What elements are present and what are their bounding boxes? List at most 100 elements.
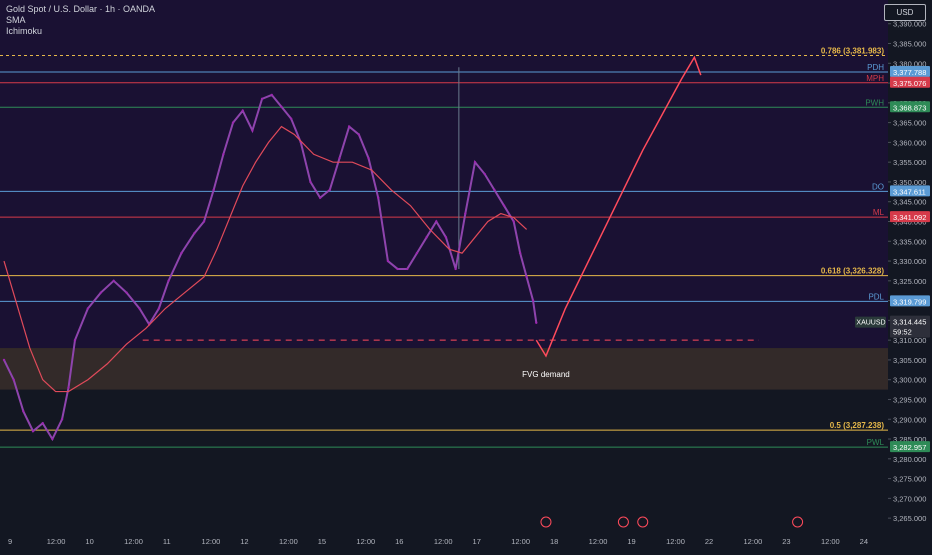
x-tick-label-16: 19	[627, 537, 635, 546]
price-point-43	[435, 220, 438, 223]
symbol-tag	[855, 316, 886, 328]
projection-path	[535, 55, 702, 358]
x-tick-label-1: 12:00	[47, 537, 66, 546]
current-price-countdown: 59:52	[893, 328, 912, 337]
y-tick-label-22: 3,280.000	[893, 455, 926, 464]
price-point-40	[406, 267, 409, 271]
x-tick-label-20: 23	[782, 537, 790, 546]
price-point-11	[112, 279, 115, 283]
price-point-41	[415, 251, 419, 255]
price-point-1	[12, 378, 15, 381]
price-line	[3, 93, 538, 442]
level-label-2: MPH	[866, 74, 884, 83]
price-point-10	[99, 291, 102, 294]
price-point-7	[67, 386, 70, 389]
price-point-36	[367, 157, 370, 160]
price-point-33	[338, 157, 341, 160]
price-point-55	[535, 321, 538, 324]
fvg-demand-label: FVG demand	[522, 370, 570, 379]
price-point-26	[270, 93, 273, 97]
level-badge-4	[890, 185, 930, 197]
y-tick-label-7: 3,355.000	[893, 158, 926, 167]
y-tick-label-18: 3,300.000	[893, 376, 926, 385]
indicator-ichimoku-label[interactable]: Ichimoku	[6, 26, 43, 36]
price-axis-background	[888, 0, 932, 550]
price-point-8	[73, 338, 77, 342]
price-point-31	[318, 196, 322, 199]
y-tick-label-24: 3,270.000	[893, 494, 926, 503]
price-point-54	[531, 299, 535, 302]
symbol-title[interactable]: Gold Spot / U.S. Dollar · 1h · OANDA	[6, 4, 156, 14]
event-icon-1	[617, 516, 629, 528]
x-tick-label-14: 18	[550, 537, 558, 546]
price-point-19	[202, 220, 206, 223]
price-point-47	[473, 160, 477, 164]
x-tick-label-4: 11	[163, 537, 171, 546]
level-label-5: ML	[873, 208, 885, 217]
y-tick-label-12: 3,330.000	[893, 257, 926, 266]
x-tick-label-13: 12:00	[511, 537, 530, 546]
x-tick-label-21: 12:00	[821, 537, 840, 546]
price-point-12	[125, 291, 128, 294]
y-tick-label-25: 3,265.000	[893, 514, 926, 523]
x-tick-label-3: 12:00	[124, 537, 143, 546]
y-tick-label-8: 3,350.000	[893, 178, 926, 187]
x-tick-label-5: 12:00	[202, 537, 221, 546]
currency-button[interactable]: USD	[884, 4, 926, 21]
y-tick-label-6: 3,360.000	[893, 138, 926, 147]
x-tick-label-8: 15	[318, 537, 326, 546]
price-point-45	[454, 267, 457, 271]
y-tick-label-23: 3,275.000	[893, 475, 926, 484]
price-point-48	[483, 172, 486, 176]
x-tick-label-18: 22	[705, 537, 713, 546]
y-tick-label-21: 3,285.000	[893, 435, 926, 444]
price-point-15	[157, 307, 161, 310]
x-tick-label-9: 12:00	[356, 537, 375, 546]
y-tick-label-5: 3,365.000	[893, 119, 926, 128]
price-point-38	[386, 259, 390, 263]
price-point-4	[41, 422, 44, 425]
price-point-25	[260, 97, 264, 101]
price-point-9	[86, 307, 90, 310]
x-tick-label-12: 17	[473, 537, 481, 546]
price-point-44	[444, 236, 448, 239]
y-tick-label-1: 3,385.000	[893, 40, 926, 49]
level-label-0: 0.786 (3,381.983)	[821, 46, 884, 55]
level-badge-2	[890, 76, 930, 88]
price-point-5	[51, 437, 54, 441]
price-point-30	[309, 180, 312, 184]
x-tick-label-7: 12:00	[279, 537, 298, 546]
price-point-16	[167, 279, 170, 283]
price-point-22	[231, 121, 235, 124]
level-badge-1	[890, 66, 930, 78]
indicator-sma-label[interactable]: SMA	[6, 15, 26, 25]
price-point-51	[512, 220, 515, 223]
level-badge-text-1: 3,377.788	[893, 68, 926, 77]
x-tick-label-15: 12:00	[589, 537, 608, 546]
chart-legend: Gold Spot / U.S. Dollar · 1h · OANDA SMA…	[6, 4, 155, 37]
level-badge-text-9: 3,282.957	[893, 443, 926, 452]
event-icon-2	[637, 516, 649, 528]
x-tick-label-11: 12:00	[434, 537, 453, 546]
y-tick-label-9: 3,345.000	[893, 198, 926, 207]
event-icon-3	[792, 516, 804, 528]
level-label-1: PDH	[867, 63, 884, 72]
price-point-34	[347, 125, 351, 128]
fvg-demand-zone	[0, 348, 888, 390]
level-label-4: DO	[872, 182, 884, 191]
x-tick-label-2: 10	[85, 537, 93, 546]
y-tick-label-20: 3,290.000	[893, 415, 926, 424]
x-tick-label-10: 16	[395, 537, 403, 546]
y-tick-label-16: 3,310.000	[893, 336, 926, 345]
price-point-2	[22, 410, 25, 413]
price-point-27	[280, 105, 283, 108]
price-point-37	[377, 196, 380, 199]
level-badge-3	[890, 101, 930, 113]
symbol-tag-text: XAUUSD	[856, 320, 885, 327]
price-point-3	[31, 429, 35, 433]
price-point-17	[180, 251, 183, 255]
level-badge-text-3: 3,368.873	[893, 103, 926, 112]
level-label-9: PWL	[867, 438, 885, 447]
